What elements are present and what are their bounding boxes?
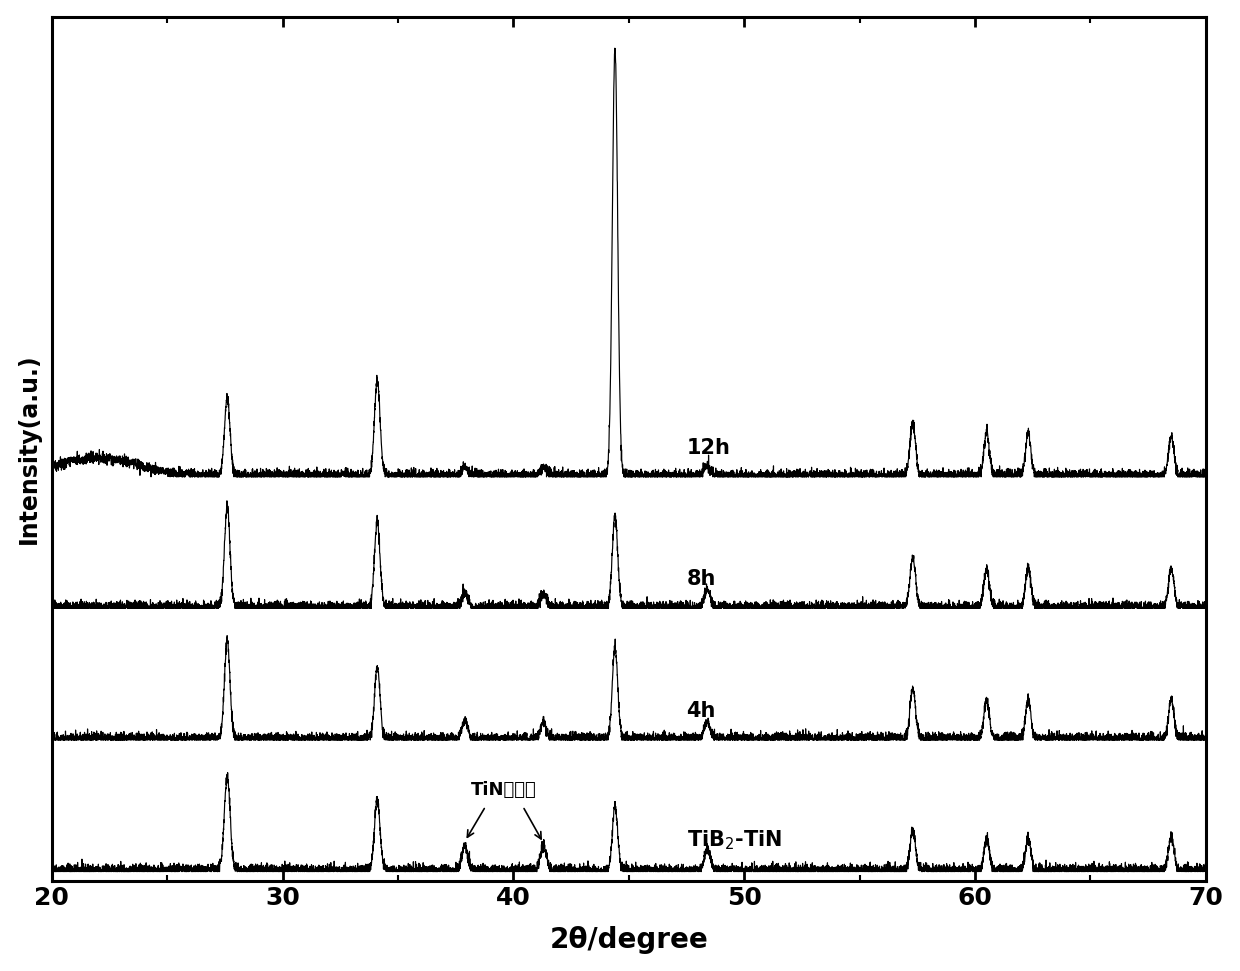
Text: 8h: 8h [687, 569, 715, 589]
Text: TiB$_2$-TiN: TiB$_2$-TiN [687, 829, 781, 853]
Text: 4h: 4h [687, 701, 715, 720]
X-axis label: 2θ/degree: 2θ/degree [549, 926, 708, 954]
Text: 12h: 12h [687, 438, 730, 457]
Y-axis label: Intensity(a.u.): Intensity(a.u.) [16, 353, 41, 544]
Text: TiN特征峰: TiN特征峰 [471, 781, 537, 799]
